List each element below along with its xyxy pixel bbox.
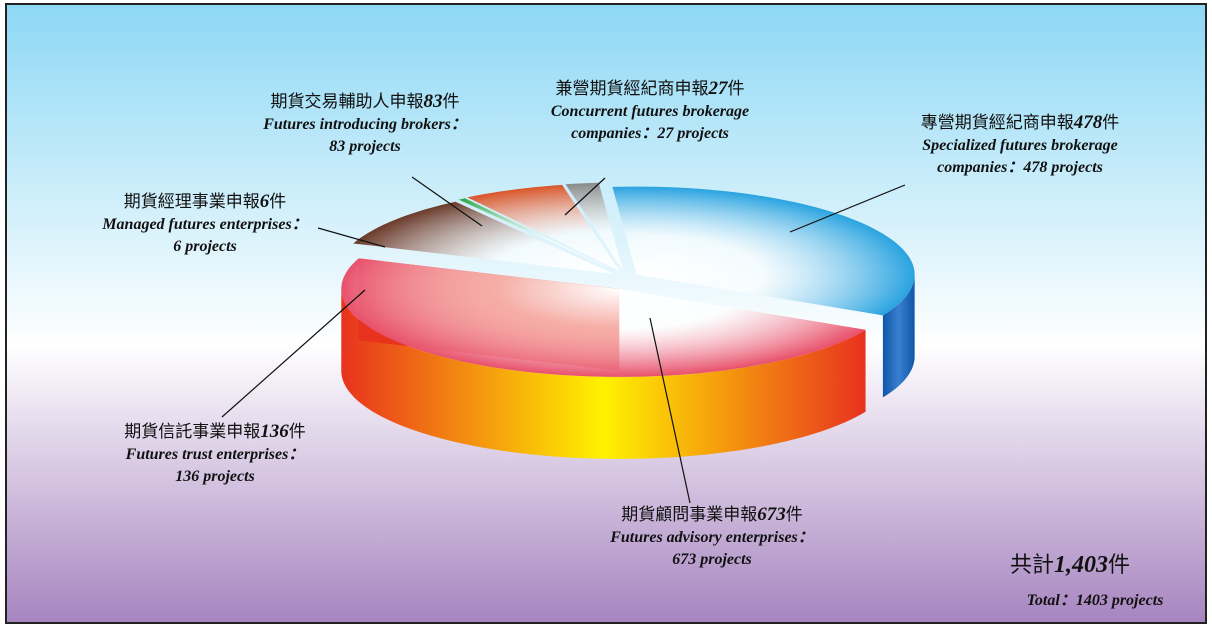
value-label: 478 xyxy=(1073,112,1103,133)
value-label: 6 xyxy=(260,191,270,212)
category-label: 期貨顧問事業申報 xyxy=(621,505,757,524)
total-label: 共計1,403件 xyxy=(1010,552,1130,578)
description-line: 83 projects xyxy=(329,138,401,155)
leader-line xyxy=(564,177,606,216)
description-line: Futures introducing brokers： xyxy=(262,116,467,133)
category-label: 期貨經理事業申報 xyxy=(124,192,260,211)
leader-line xyxy=(789,184,906,233)
value-label: 27 xyxy=(708,78,730,99)
unit-label: 件 xyxy=(728,79,745,98)
leader-line xyxy=(317,227,386,248)
total-description: Total：1403 projects xyxy=(1027,592,1164,609)
unit-label: 件 xyxy=(786,505,803,524)
slice-label: 專營期貨經紀商申報478件 xyxy=(921,112,1120,133)
slice-side xyxy=(882,274,915,398)
unit-label: 件 xyxy=(289,422,306,441)
slice-top xyxy=(467,184,620,271)
slice-label: 期貨交易輔助人申報83件 xyxy=(271,91,460,112)
slice-side xyxy=(341,288,866,459)
unit-label: 件 xyxy=(443,92,460,111)
description-line: Futures trust enterprises： xyxy=(125,446,305,463)
total-zh: 共計 xyxy=(1010,552,1054,577)
description-line: companies：478 projects xyxy=(937,159,1103,176)
value-label: 673 xyxy=(757,504,786,525)
value-label: 83 xyxy=(424,91,443,112)
description-line: 136 projects xyxy=(175,468,255,485)
description-line: 6 projects xyxy=(173,238,237,255)
total-unit: 件 xyxy=(1108,552,1130,577)
unit-label: 件 xyxy=(269,192,286,211)
slice-top xyxy=(612,186,915,316)
description-line: Specialized futures brokerage xyxy=(922,137,1118,154)
description-line: 673 projects xyxy=(672,551,752,568)
description-line: companies：27 projects xyxy=(571,125,729,142)
slice-label: 期貨信託事業申報136件 xyxy=(124,421,306,442)
slice-top xyxy=(353,201,614,275)
unit-label: 件 xyxy=(1102,113,1119,132)
total-value: 1,403 xyxy=(1054,552,1108,578)
leader-line xyxy=(649,317,691,504)
category-label: 期貨信託事業申報 xyxy=(124,422,260,441)
category-label: 兼營期貨經紀商申報 xyxy=(556,79,709,98)
slice-label: 期貨經理事業申報6件 xyxy=(124,191,287,212)
category-label: 專營期貨經紀商申報 xyxy=(921,113,1074,132)
slice-label: 期貨顧問事業申報673件 xyxy=(621,504,803,525)
slice-label: 兼營期貨經紀商申報27件 xyxy=(556,78,745,99)
slice-top xyxy=(565,182,623,271)
slice-top xyxy=(458,198,618,272)
value-label: 136 xyxy=(260,421,289,442)
category-label: 期貨交易輔助人申報 xyxy=(271,92,424,111)
leader-line xyxy=(411,176,483,227)
description-line: Concurrent futures brokerage xyxy=(551,103,749,120)
description-line: Futures advisory enterprises： xyxy=(609,529,814,546)
leader-line xyxy=(221,289,366,418)
description-line: Managed futures enterprises： xyxy=(101,216,307,233)
slice-top xyxy=(341,258,866,377)
pie xyxy=(341,182,915,459)
